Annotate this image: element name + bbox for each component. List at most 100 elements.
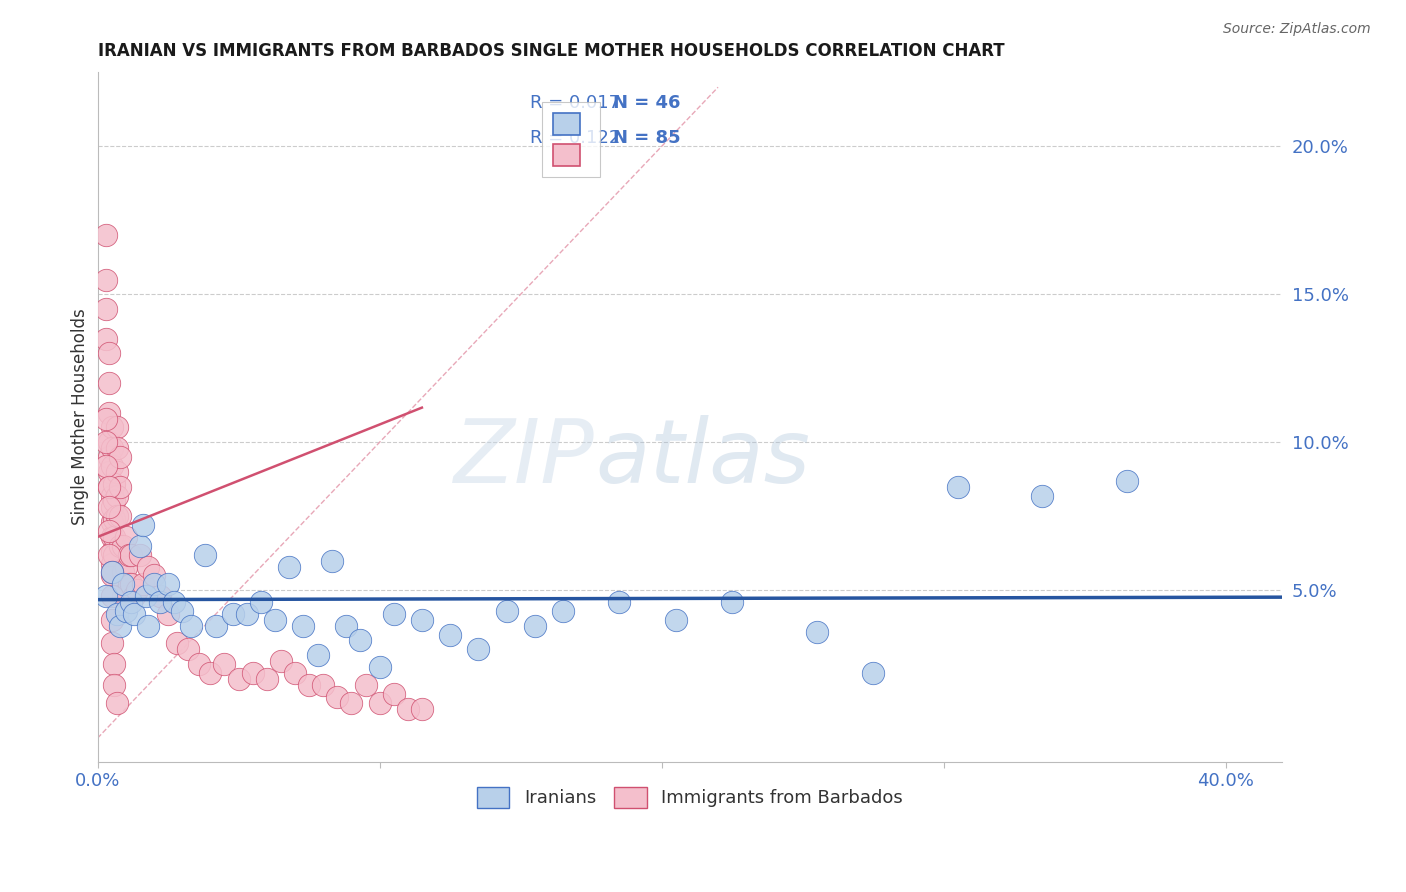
Point	[278, 559, 301, 574]
Point	[100, 589, 122, 603]
Point	[298, 678, 321, 692]
Point	[94, 411, 117, 425]
Point	[94, 435, 117, 450]
Point	[131, 518, 153, 533]
Point	[340, 696, 363, 710]
Point	[122, 607, 145, 621]
Legend: Iranians, Immigrants from Barbados: Iranians, Immigrants from Barbados	[470, 780, 910, 814]
Point	[97, 480, 120, 494]
Point	[120, 548, 142, 562]
Point	[382, 687, 405, 701]
Point	[105, 696, 128, 710]
Point	[97, 524, 120, 538]
Point	[138, 559, 160, 574]
Point	[411, 613, 433, 627]
Point	[105, 441, 128, 455]
Point	[94, 228, 117, 243]
Point	[100, 636, 122, 650]
Y-axis label: Single Mother Households: Single Mother Households	[72, 309, 89, 525]
Point	[100, 566, 122, 580]
Point	[103, 657, 125, 672]
Point	[100, 613, 122, 627]
Text: ZIP: ZIP	[454, 416, 595, 501]
Point	[665, 613, 688, 627]
Point	[200, 666, 222, 681]
Point	[157, 607, 180, 621]
Text: atlas: atlas	[595, 416, 810, 501]
Point	[1116, 474, 1139, 488]
Point	[163, 595, 186, 609]
Point	[94, 458, 117, 473]
Point	[166, 636, 188, 650]
Point	[368, 696, 391, 710]
Point	[114, 589, 136, 603]
Point	[97, 406, 120, 420]
Point	[149, 595, 172, 609]
Point	[128, 539, 150, 553]
Point	[100, 557, 122, 571]
Point	[100, 488, 122, 502]
Point	[105, 607, 128, 621]
Point	[117, 548, 139, 562]
Point	[97, 346, 120, 360]
Point	[607, 595, 630, 609]
Point	[439, 627, 461, 641]
Point	[94, 332, 117, 346]
Point	[264, 613, 287, 627]
Point	[551, 604, 574, 618]
Point	[326, 690, 349, 704]
Text: N = 85: N = 85	[613, 129, 681, 147]
Point	[172, 604, 194, 618]
Point	[349, 633, 371, 648]
Point	[242, 666, 264, 681]
Point	[368, 660, 391, 674]
Point	[131, 577, 153, 591]
Point	[111, 577, 134, 591]
Point	[125, 583, 148, 598]
Point	[495, 604, 517, 618]
Point	[97, 480, 120, 494]
Point	[177, 642, 200, 657]
Point	[205, 618, 228, 632]
Point	[214, 657, 236, 672]
Point	[523, 618, 546, 632]
Point	[143, 577, 166, 591]
Text: Source: ZipAtlas.com: Source: ZipAtlas.com	[1223, 22, 1371, 37]
Point	[108, 618, 131, 632]
Point	[103, 494, 125, 508]
Point	[307, 648, 329, 663]
Point	[1031, 488, 1053, 502]
Point	[284, 666, 307, 681]
Point	[100, 566, 122, 580]
Point	[97, 376, 120, 390]
Point	[100, 500, 122, 515]
Text: R = 0.017: R = 0.017	[530, 95, 620, 112]
Point	[100, 568, 122, 582]
Point	[117, 577, 139, 591]
Point	[143, 568, 166, 582]
Point	[114, 559, 136, 574]
Point	[120, 577, 142, 591]
Point	[396, 701, 419, 715]
Point	[103, 476, 125, 491]
Point	[188, 657, 211, 672]
Point	[114, 530, 136, 544]
Point	[103, 530, 125, 544]
Point	[228, 672, 250, 686]
Point	[103, 678, 125, 692]
Point	[335, 618, 357, 632]
Point	[111, 566, 134, 580]
Point	[236, 607, 259, 621]
Point	[105, 488, 128, 502]
Point	[721, 595, 744, 609]
Point	[100, 420, 122, 434]
Point	[105, 465, 128, 479]
Point	[108, 539, 131, 553]
Point	[100, 530, 122, 544]
Point	[292, 618, 315, 632]
Point	[100, 441, 122, 455]
Point	[122, 589, 145, 603]
Point	[94, 272, 117, 286]
Point	[222, 607, 245, 621]
Point	[180, 618, 202, 632]
